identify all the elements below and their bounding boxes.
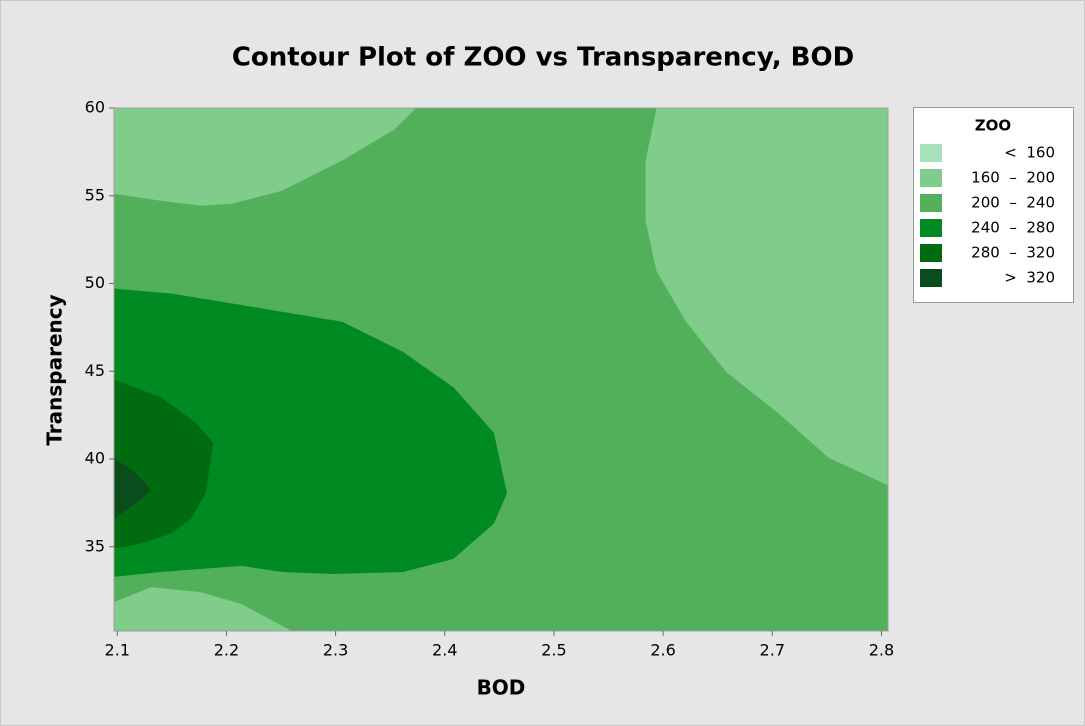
y-axis-label: Transparency [43, 294, 67, 445]
legend-title: ZOO [975, 117, 1011, 135]
x-tick-label: 2.2 [214, 641, 239, 660]
x-tick-label: 2.4 [432, 641, 457, 660]
y-tick-label: 35 [85, 536, 105, 555]
y-tick-label: 60 [85, 98, 105, 117]
legend-label: < 160 [1004, 144, 1055, 162]
legend: ZOO < 160 160 – 200 200 – 240 240 – 280 280 … [913, 107, 1074, 303]
legend-swatch [920, 194, 942, 212]
x-tick-label: 2.7 [760, 641, 785, 660]
contour-region [114, 288, 507, 577]
legend-label: 160 – 200 [971, 169, 1055, 187]
x-tick-label: 2.3 [323, 641, 348, 660]
x-tick-label: 2.5 [541, 641, 566, 660]
legend-label: 200 – 240 [971, 194, 1055, 212]
y-tick-label: 40 [85, 449, 105, 468]
y-tick-label: 45 [85, 361, 105, 380]
x-tick-label: 2.8 [869, 641, 894, 660]
chart-title: Contour Plot of ZOO vs Transparency, BOD [232, 43, 854, 73]
legend-label: > 320 [1004, 269, 1055, 287]
legend-label: 240 – 280 [971, 219, 1055, 237]
legend-swatch [920, 169, 942, 187]
legend-swatch [920, 144, 942, 162]
x-tick-label: 2.6 [650, 641, 675, 660]
contour-region [114, 108, 417, 206]
legend-label: 280 – 320 [971, 244, 1055, 262]
legend-swatch [920, 269, 942, 287]
y-tick-label: 55 [85, 185, 105, 204]
x-axis-label: BOD [477, 676, 526, 700]
legend-swatch [920, 219, 942, 237]
contour-region [114, 379, 214, 549]
y-tick-label: 50 [85, 273, 105, 292]
contour-region [645, 108, 888, 486]
contour-region [114, 587, 292, 631]
legend-swatch [920, 244, 942, 262]
x-tick-label: 2.1 [105, 641, 130, 660]
plot-area: 2.1 2.2 2.3 2.4 2.5 2.6 2.7 2.8 35 40 45 50 55 60 [85, 98, 895, 660]
plot-border [113, 107, 889, 632]
contour-region [114, 458, 152, 519]
